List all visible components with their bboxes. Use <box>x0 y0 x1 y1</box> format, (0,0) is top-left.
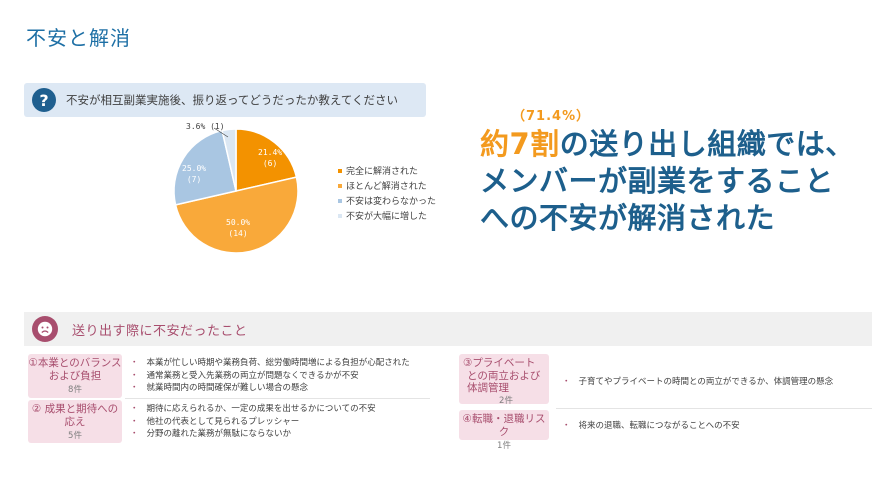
legend-item: 不安が大幅に増した <box>338 208 436 223</box>
list-item: 就業時間内の時間確保が難しい場合の懸念 <box>130 382 410 395</box>
legend-swatch <box>338 168 342 173</box>
headline: （71.4%） 約7割の送り出し組織では、 メンバーが副業をすること への不安が… <box>480 105 855 237</box>
pie-chart-svg <box>173 127 299 254</box>
headline-text: 約7割の送り出し組織では、 メンバーが副業をすること への不安が解消された <box>480 127 855 235</box>
list-item: 期待に応えられるか、一定の成果を出せるかについての不安 <box>130 403 376 416</box>
pie-label-21: 21.4% (6) <box>258 148 283 168</box>
pie-label-50: 50.0% (14) <box>226 218 251 238</box>
pie-slice-fully-resolved <box>235 128 298 192</box>
category-turnover-risk-items: 将来の退職、転職につながることへの不安 <box>562 420 740 433</box>
pie-slice-unchanged <box>173 129 237 206</box>
category-expectations-items: 期待に応えられるか、一定の成果を出せるかについての不安 他社の代表として見られる… <box>130 403 376 441</box>
category-private-health-items: 子育てやプライベートの時間との両立ができるか、体調管理の懸念 <box>562 376 834 389</box>
list-item: 将来の退職、転職につながることへの不安 <box>562 420 740 433</box>
legend-item: ほとんど解消された <box>338 178 436 193</box>
concerns-banner: 送り出す際に不安だったこと <box>24 312 872 346</box>
list-item: 子育てやプライベートの時間との両立ができるか、体調管理の懸念 <box>562 376 834 389</box>
category-balance: ①本業とのバランス および負担 8件 <box>28 354 122 398</box>
divider <box>125 398 430 399</box>
divider <box>556 408 872 409</box>
question-icon: ? <box>32 88 56 112</box>
question-banner: ? 不安が相互副業実施後、振り返ってどうだったか教えてください <box>24 83 426 117</box>
page-title: 不安と解消 <box>26 26 131 50</box>
list-item: 分野の離れた業務が無駄にならないか <box>130 428 376 441</box>
headline-percent: （71.4%） <box>512 109 591 124</box>
category-turnover-risk: ④転職・退職リスク 1件 <box>459 410 549 451</box>
legend-item: 完全に解消された <box>338 163 436 178</box>
pie-slice-increased <box>221 128 237 192</box>
chart-legend: 完全に解消された ほとんど解消された 不安は変わらなかった 不安が大幅に増した <box>338 163 436 223</box>
pie-chart: 21.4% (6) 50.0% (14) 25.0% (7) 3.6% (1) <box>170 122 310 255</box>
list-item: 本業が忙しい時期や業務負荷、総労働時間増による負担が心配された <box>130 357 410 370</box>
sad-face-icon <box>32 316 58 342</box>
category-expectations: ② 成果と期待への 応え 5件 <box>28 400 122 443</box>
legend-swatch <box>338 213 342 218</box>
question-text: 不安が相互副業実施後、振り返ってどうだったか教えてください <box>66 93 399 107</box>
pie-label-3-6: 3.6% (1) <box>186 122 225 131</box>
legend-swatch <box>338 198 342 203</box>
category-private-health: ③プライベート との両立および 体調管理 2件 <box>459 354 549 406</box>
headline-accent: 約7割 <box>480 127 560 161</box>
concerns-title: 送り出す際に不安だったこと <box>72 323 248 339</box>
legend-swatch <box>338 183 342 188</box>
list-item: 他社の代表として見られるプレッシャー <box>130 416 376 429</box>
pie-slice-mostly-resolved <box>174 176 299 254</box>
legend-item: 不安は変わらなかった <box>338 193 436 208</box>
category-balance-items: 本業が忙しい時期や業務負荷、総労働時間増による負担が心配された 通常業務と受入先… <box>130 357 410 395</box>
pie-label-25: 25.0% (7) <box>182 164 207 184</box>
list-item: 通常業務と受入先業務の両立が問題なくできるかが不安 <box>130 370 410 383</box>
